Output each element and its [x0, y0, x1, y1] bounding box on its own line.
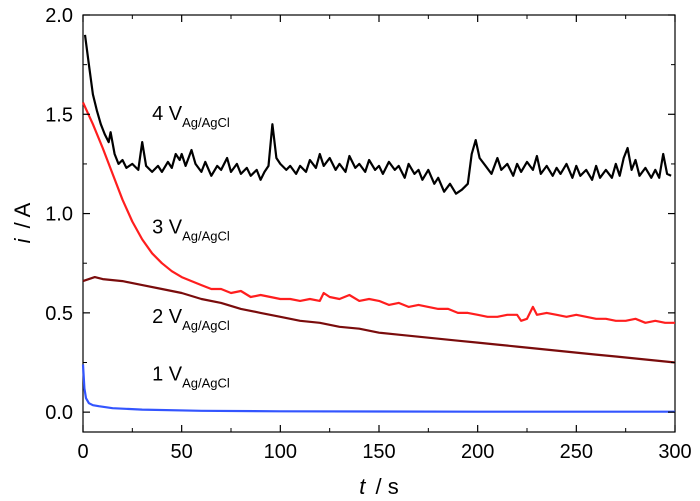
x-tick-label: 300 [658, 441, 691, 463]
series-label-sub: Ag/AgCl [182, 318, 230, 333]
x-tick-label: 50 [171, 441, 193, 463]
y-tick-label: 1.5 [45, 104, 73, 126]
x-tick-label: 250 [560, 441, 593, 463]
y-tick-label: 0.0 [45, 402, 73, 424]
x-tick-label: 150 [362, 441, 395, 463]
x-axis-variable: t [359, 474, 366, 499]
x-ticks: 0 50 100 150 200 250 300 [77, 15, 692, 463]
series-label-main: 2 V [152, 306, 183, 328]
series-lines [81, 34, 676, 413]
y-axis-unit: / A [10, 202, 35, 228]
x-tick-label: 0 [77, 441, 88, 463]
x-axis-label: t / s [359, 474, 398, 499]
series-label-sub: Ag/AgCl [182, 375, 230, 390]
series-label-sub: Ag/AgCl [182, 115, 230, 130]
y-tick-label: 2.0 [45, 5, 73, 27]
y-tick-label: 0.5 [45, 303, 73, 325]
series-label-main: 1 V [152, 363, 183, 385]
series-line-1 [83, 34, 672, 195]
x-tick-label: 100 [264, 441, 297, 463]
y-axis-label: i / A [10, 202, 35, 243]
series-label-main: 3 V [152, 216, 183, 238]
series-label-4: 1 VAg/AgCl [152, 363, 230, 390]
x-axis-unit: / s [376, 474, 399, 499]
series-label-3: 2 VAg/AgCl [152, 306, 230, 333]
series-line-4 [81, 364, 675, 413]
series-line-3 [82, 276, 676, 364]
series-label-2: 3 VAg/AgCl [152, 216, 230, 243]
series-line-2 [81, 101, 675, 324]
y-axis-variable: i [10, 237, 35, 243]
series-label-1: 4 VAg/AgCl [152, 103, 230, 130]
y-ticks: 0.0 0.5 1.0 1.5 2.0 [45, 5, 675, 424]
series-label-sub: Ag/AgCl [182, 228, 230, 243]
series-label-main: 4 V [152, 103, 183, 125]
y-tick-label: 1.0 [45, 204, 73, 226]
x-tick-label: 200 [461, 441, 494, 463]
